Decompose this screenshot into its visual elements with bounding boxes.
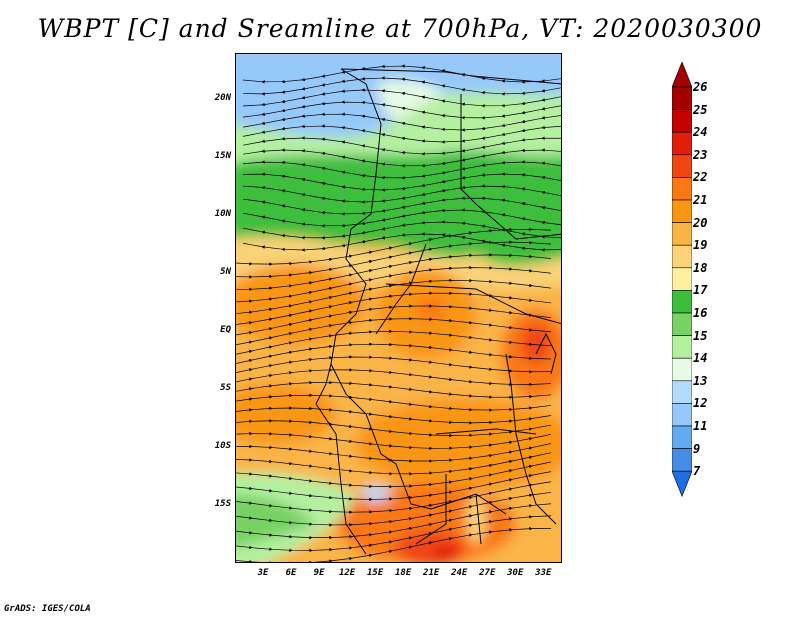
colorbar-segment	[672, 154, 692, 178]
colorbar-label: 16	[693, 306, 708, 320]
lon-label: 21E	[423, 568, 440, 578]
colorbar-label: 18	[693, 260, 708, 275]
lat-label: 10S	[214, 441, 231, 452]
colorbar-segment	[672, 131, 692, 156]
colorbar-label: 25	[693, 102, 708, 117]
colorbar-label: 22	[693, 170, 708, 185]
colorbar-label: 15	[693, 328, 708, 343]
colorbar-segment	[672, 244, 692, 269]
colorbar-segment	[672, 403, 692, 427]
lat-label: 10N	[214, 209, 231, 220]
colorbar-segment	[672, 425, 692, 449]
colorbar-segment	[672, 448, 692, 472]
map-title: WBPT [C] and Sreamline at 700hPa, VT: 20…	[37, 14, 763, 43]
lon-label: 27E	[479, 568, 496, 578]
colorbar-segment	[672, 312, 692, 336]
colorbar-segment	[672, 199, 692, 223]
colorbar-label: 21	[693, 193, 708, 207]
colorbar-segment	[672, 222, 692, 246]
colorbar-label: 9	[693, 441, 701, 456]
lon-label: 33E	[535, 568, 552, 578]
lat-label: 15N	[214, 151, 231, 162]
lon-label: 15E	[367, 568, 384, 578]
colorbar-label: 11	[693, 419, 708, 433]
lat-label: 15S	[214, 499, 231, 510]
map-plot-area	[235, 53, 562, 563]
colorbar-segment	[672, 335, 692, 359]
lon-label: 12E	[338, 568, 356, 578]
colorbar-label: 24	[693, 125, 708, 140]
colorbar-label: 26	[693, 80, 708, 94]
colorbar-segment	[672, 86, 692, 110]
lon-label: 9E	[313, 568, 325, 578]
lon-label: 30E	[507, 568, 524, 578]
colorbar-segment	[672, 267, 692, 291]
streamline	[242, 196, 561, 216]
colorbar-label: 14	[693, 351, 708, 366]
colorbar-segment	[672, 380, 692, 404]
colorbar-label: 13	[693, 373, 708, 388]
colorbar-segment	[672, 357, 692, 382]
streamline	[236, 526, 552, 562]
colorbar-label: 17	[693, 283, 708, 298]
colorbar-label: 7	[693, 464, 701, 479]
colorbar-label: 20	[693, 215, 708, 230]
colorbar-label: 23	[693, 147, 708, 162]
lon-label: 3E	[257, 568, 269, 578]
colorbar-segment	[672, 109, 692, 133]
lat-label: 5N	[220, 267, 231, 278]
colorbar-over-arrow	[672, 62, 692, 88]
colorbar-segment	[672, 177, 692, 201]
color-bar	[672, 62, 692, 498]
lon-label: 18E	[395, 568, 412, 578]
colorbar-under-arrow	[672, 470, 692, 498]
streamlines	[236, 64, 561, 562]
lon-label: 6E	[285, 568, 297, 578]
lon-label: 24E	[451, 568, 468, 578]
lat-label: 20N	[214, 93, 231, 104]
colorbar-segment	[672, 290, 692, 314]
lat-label: 5S	[220, 383, 231, 394]
credit-text: GrADS: IGES/COLA	[4, 604, 91, 614]
colorbar-label: 19	[693, 238, 708, 253]
lat-label: EQ	[220, 325, 231, 336]
colorbar-label: 12	[693, 396, 708, 411]
wbpt-streamline-map	[236, 54, 561, 562]
